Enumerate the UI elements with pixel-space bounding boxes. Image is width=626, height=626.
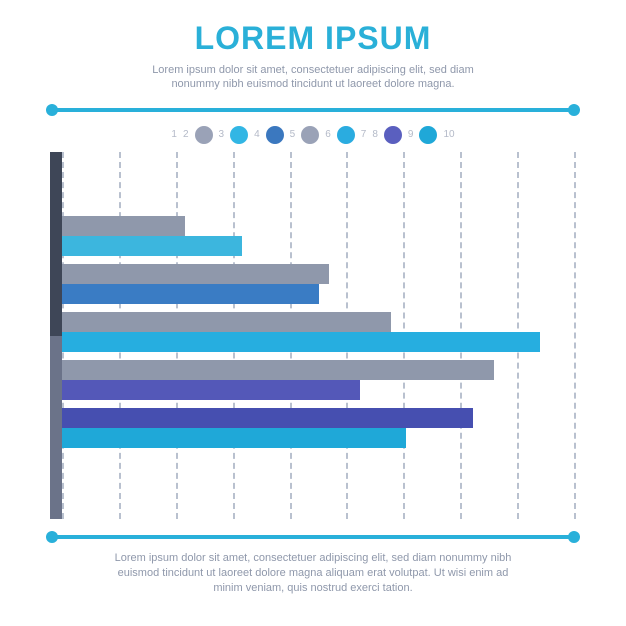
bar <box>62 332 540 352</box>
legend-item: 4 <box>254 126 284 144</box>
y-axis-bottom <box>50 336 62 520</box>
bar-group <box>62 216 576 256</box>
legend-item: 5 <box>290 126 320 144</box>
legend-item: 8 <box>372 126 402 144</box>
chart-legend: 12 3 4 5 6 78 9 10 <box>50 126 576 144</box>
top-divider <box>50 108 576 112</box>
legend-swatch <box>301 126 319 144</box>
legend-swatch <box>419 126 437 144</box>
legend-item: 1 <box>171 129 177 140</box>
legend-item: 2 <box>183 126 213 144</box>
legend-number: 1 <box>171 129 177 140</box>
bar <box>62 216 185 236</box>
legend-swatch <box>230 126 248 144</box>
divider-line <box>50 535 576 539</box>
plot-area <box>62 152 576 520</box>
legend-number: 4 <box>254 129 260 140</box>
bar <box>62 312 391 332</box>
bar <box>62 380 360 400</box>
bars-container <box>62 152 576 520</box>
bar <box>62 264 329 284</box>
bar <box>62 236 242 256</box>
legend-number: 3 <box>219 129 225 140</box>
legend-number: 7 <box>361 129 367 140</box>
legend-number: 8 <box>372 129 378 140</box>
legend-swatch <box>266 126 284 144</box>
bar <box>62 428 406 448</box>
legend-swatch <box>384 126 402 144</box>
footer-text: Lorem ipsum dolor sit amet, consectetuer… <box>108 551 518 596</box>
legend-number: 10 <box>443 129 454 140</box>
legend-number: 2 <box>183 129 189 140</box>
legend-number: 6 <box>325 129 331 140</box>
bar <box>62 360 494 380</box>
divider-dot-left <box>46 531 58 543</box>
y-axis <box>50 152 62 520</box>
divider-dot-right <box>568 531 580 543</box>
bar <box>62 284 319 304</box>
bar-group <box>62 360 576 400</box>
legend-number: 9 <box>408 129 414 140</box>
legend-number: 5 <box>290 129 296 140</box>
legend-item: 7 <box>361 129 367 140</box>
bottom-divider <box>50 535 576 539</box>
infographic-container: LOREM IPSUM Lorem ipsum dolor sit amet, … <box>0 0 626 626</box>
bar-chart <box>50 152 576 520</box>
divider-line <box>50 108 576 112</box>
legend-item: 9 <box>408 126 438 144</box>
bar-group <box>62 264 576 304</box>
bar-group <box>62 312 576 352</box>
page-title: LOREM IPSUM <box>50 20 576 57</box>
divider-dot-left <box>46 104 58 116</box>
y-axis-top <box>50 152 62 336</box>
legend-swatch <box>337 126 355 144</box>
page-subtitle: Lorem ipsum dolor sit amet, consectetuer… <box>129 63 497 92</box>
legend-item: 6 <box>325 126 355 144</box>
bar-group <box>62 408 576 448</box>
bar <box>62 408 473 428</box>
legend-item: 3 <box>219 126 249 144</box>
legend-item: 10 <box>443 129 454 140</box>
divider-dot-right <box>568 104 580 116</box>
legend-swatch <box>195 126 213 144</box>
